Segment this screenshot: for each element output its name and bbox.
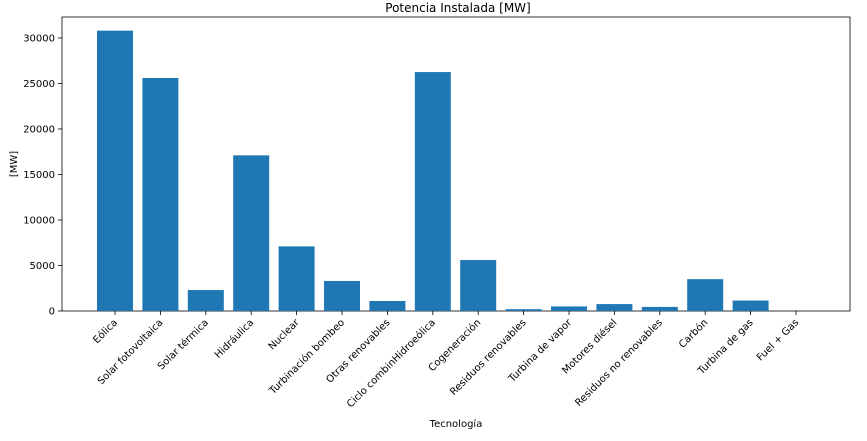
x-tick-label: Hidráulica bbox=[212, 317, 256, 361]
bar bbox=[732, 300, 769, 311]
x-axis-label: Tecnología bbox=[429, 418, 483, 430]
x-tick-label: Fuel + Gas bbox=[755, 317, 801, 363]
y-axis: 0 5000 10000 15000 20000 25000 30000 bbox=[23, 33, 62, 318]
x-tick-label: Carbón bbox=[676, 317, 710, 351]
y-tick-label: 20000 bbox=[23, 124, 55, 135]
bar bbox=[233, 155, 270, 311]
bar bbox=[414, 72, 451, 311]
bar bbox=[187, 290, 224, 311]
y-tick-label: 15000 bbox=[23, 170, 55, 181]
y-tick-label: 0 bbox=[49, 307, 55, 318]
y-axis-label: [MW] bbox=[9, 151, 20, 177]
x-tick-label: Turbinación bombeo bbox=[266, 317, 347, 398]
chart-title: Potencia Instalada [MW] bbox=[385, 1, 530, 15]
y-tick-label: 10000 bbox=[23, 215, 55, 226]
y-tick-label: 30000 bbox=[23, 33, 55, 44]
bars bbox=[97, 30, 769, 311]
bar bbox=[142, 77, 179, 311]
bar bbox=[596, 304, 633, 311]
plot-area bbox=[61, 16, 851, 312]
bar bbox=[641, 306, 678, 311]
x-tick-label: Residuos no renovables bbox=[573, 317, 665, 409]
bar bbox=[505, 309, 542, 311]
bar bbox=[369, 300, 406, 311]
bar bbox=[324, 280, 360, 311]
y-tick-label: 25000 bbox=[23, 79, 55, 90]
bar bbox=[278, 246, 315, 311]
x-tick-label: Residuos renovables bbox=[448, 317, 529, 398]
bar bbox=[97, 30, 133, 311]
bar bbox=[687, 279, 724, 311]
bar bbox=[551, 306, 587, 311]
x-tick-label: Ciclo combinHidroeólica bbox=[344, 317, 438, 411]
bar bbox=[460, 260, 497, 311]
x-tick-label: Nuclear bbox=[267, 317, 303, 353]
y-tick-label: 5000 bbox=[30, 261, 55, 272]
x-tick-label: Eólica bbox=[91, 317, 120, 346]
